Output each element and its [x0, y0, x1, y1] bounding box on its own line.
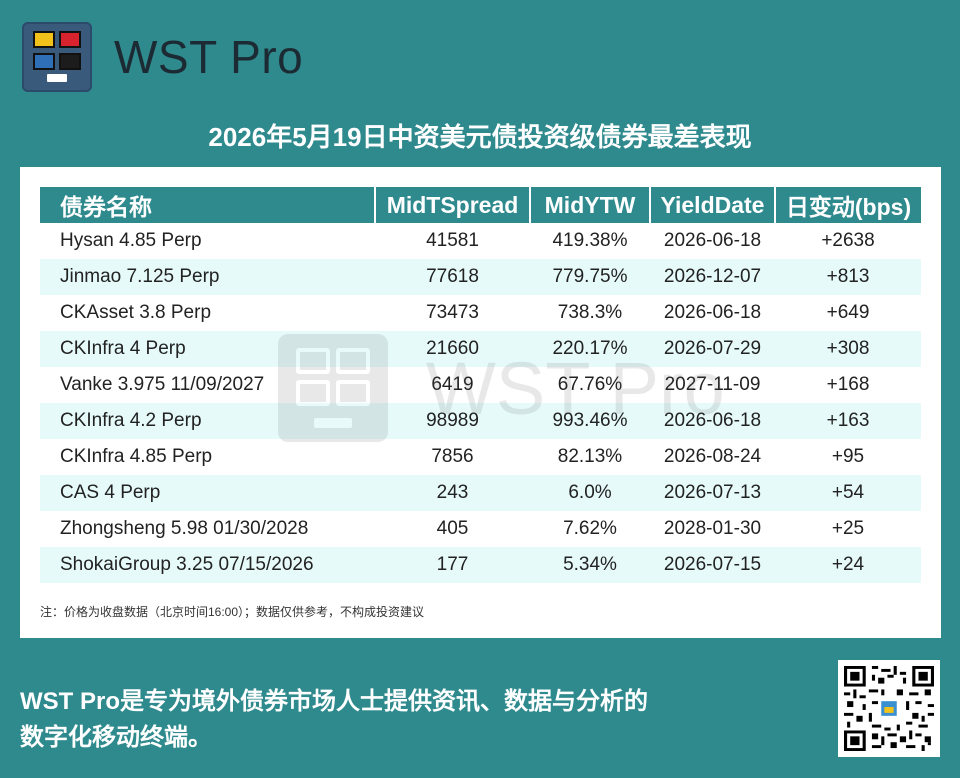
- cell-spread: 98989: [375, 403, 530, 439]
- cell-name: Vanke 3.975 11/09/2027: [60, 374, 265, 395]
- qr-code-icon[interactable]: [838, 660, 940, 757]
- bond-table: 债券名称 MidTSpread MidYTW YieldDate 日变动(bps…: [40, 187, 921, 583]
- cell-change: +649: [826, 302, 870, 323]
- wst-logo-icon: [22, 22, 92, 92]
- cell-spread: 7856: [431, 446, 474, 467]
- cell-ytw: 419.38%: [552, 230, 628, 251]
- cell-change: +813: [775, 259, 921, 295]
- cell-date: 2026-06-18: [663, 230, 762, 251]
- table-row: CKInfra 4.2 Perp 98989 993.46% 2026-06-1…: [40, 403, 921, 439]
- table-row: CAS 4 Perp 243 6.0% 2026-07-13 +54: [40, 475, 921, 511]
- cell-name: CKInfra 4 Perp: [40, 331, 375, 367]
- cell-ytw: 220.17%: [530, 331, 650, 367]
- cell-name: ShokaiGroup 3.25 07/15/2026: [40, 547, 375, 583]
- table-row: Vanke 3.975 11/09/2027 6419 67.76% 2027-…: [40, 367, 921, 403]
- cell-date: 2026-12-07: [650, 259, 775, 295]
- cell-date: 2028-01-30: [663, 518, 762, 539]
- cell-spread: 243: [375, 475, 530, 511]
- cell-spread: 21660: [375, 331, 530, 367]
- column-header-yield-date: YieldDate: [650, 187, 776, 223]
- table-row: Zhongsheng 5.98 01/30/2028 405 7.62% 202…: [40, 511, 921, 547]
- cell-change: +25: [831, 518, 865, 539]
- footer-tagline: WST Pro是专为境外债券市场人士提供资讯、数据与分析的 数字化移动终端。: [20, 684, 800, 756]
- cell-change: +168: [826, 374, 870, 395]
- cell-spread: 177: [375, 547, 530, 583]
- cell-date: 2026-07-29: [650, 331, 775, 367]
- cell-spread: 405: [436, 518, 469, 539]
- cell-spread: 6419: [431, 374, 474, 395]
- column-header-spread: MidTSpread: [375, 187, 531, 223]
- brand-name: WST Pro: [114, 31, 304, 83]
- cell-change: +95: [831, 446, 865, 467]
- cell-change: +2638: [821, 230, 875, 251]
- cell-ytw: 82.13%: [557, 446, 623, 467]
- cell-date: 2026-06-18: [650, 403, 775, 439]
- cell-date: 2026-07-15: [650, 547, 775, 583]
- cell-spread: 73473: [426, 302, 479, 323]
- footer-line-1: WST Pro是专为境外债券市场人士提供资讯、数据与分析的: [20, 688, 648, 715]
- cell-ytw: 67.76%: [557, 374, 623, 395]
- table-row: CKInfra 4 Perp 21660 220.17% 2026-07-29 …: [40, 331, 921, 367]
- column-header-ytw: MidYTW: [530, 187, 651, 223]
- cell-date: 2026-08-24: [663, 446, 762, 467]
- column-header-change: 日变动(bps): [775, 187, 921, 223]
- table-row: CKInfra 4.85 Perp 7856 82.13% 2026-08-24…: [40, 439, 921, 475]
- table-row: ShokaiGroup 3.25 07/15/2026 177 5.34% 20…: [40, 547, 921, 583]
- cell-date: 2026-06-18: [663, 302, 762, 323]
- cell-ytw: 993.46%: [530, 403, 650, 439]
- cell-change: +54: [775, 475, 921, 511]
- cell-change: +24: [775, 547, 921, 583]
- qr-code-graphic: [844, 666, 934, 751]
- column-header-name: 债券名称: [40, 187, 376, 223]
- page-title: 2026年5月19日中资美元债投资级债券最差表现: [208, 122, 752, 152]
- table-row: Hysan 4.85 Perp 41581 419.38% 2026-06-18…: [40, 223, 921, 259]
- cell-change: +308: [775, 331, 921, 367]
- table-header-row: 债券名称 MidTSpread MidYTW YieldDate 日变动(bps…: [40, 187, 921, 223]
- cell-name: CKInfra 4.2 Perp: [40, 403, 375, 439]
- cell-ytw: 6.0%: [530, 475, 650, 511]
- cell-name: Hysan 4.85 Perp: [60, 230, 202, 251]
- cell-name: CKAsset 3.8 Perp: [60, 302, 212, 323]
- brand-header: WST Pro: [22, 22, 303, 92]
- footnote: 注：价格为收盘数据（北京时间16:00）；数据仅供参考，不构成投资建议: [40, 605, 425, 619]
- table-row: CKAsset 3.8 Perp 73473 738.3% 2026-06-18…: [40, 295, 921, 331]
- cell-name: CAS 4 Perp: [40, 475, 375, 511]
- cell-ytw: 779.75%: [530, 259, 650, 295]
- cell-change: +163: [775, 403, 921, 439]
- table-row: Jinmao 7.125 Perp 77618 779.75% 2026-12-…: [40, 259, 921, 295]
- cell-name: Jinmao 7.125 Perp: [40, 259, 375, 295]
- cell-ytw: 5.34%: [530, 547, 650, 583]
- cell-name: Zhongsheng 5.98 01/30/2028: [60, 518, 309, 539]
- table-panel: 债券名称 MidTSpread MidYTW YieldDate 日变动(bps…: [20, 167, 941, 638]
- cell-date: 2027-11-09: [664, 374, 761, 395]
- cell-spread: 77618: [375, 259, 530, 295]
- cell-name: CKInfra 4.85 Perp: [60, 446, 213, 467]
- cell-ytw: 7.62%: [563, 518, 617, 539]
- cell-date: 2026-07-13: [650, 475, 775, 511]
- footer-line-2: 数字化移动终端。: [20, 724, 212, 751]
- cell-spread: 41581: [426, 230, 479, 251]
- cell-ytw: 738.3%: [557, 302, 623, 323]
